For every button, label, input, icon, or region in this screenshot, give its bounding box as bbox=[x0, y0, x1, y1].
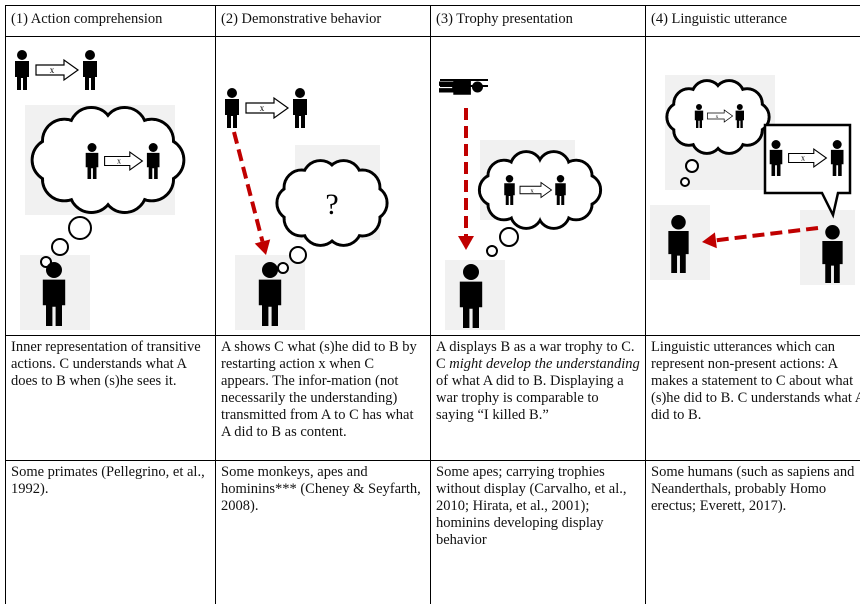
examples: Some monkeys, apes and hominins*** (Chen… bbox=[215, 460, 431, 604]
column-heading: (2) Demonstrative behavior bbox=[215, 5, 431, 37]
action-label: x bbox=[50, 65, 55, 75]
arrow-head bbox=[458, 236, 474, 250]
thought-cloud bbox=[30, 105, 186, 215]
thought-cloud bbox=[275, 159, 389, 247]
examples: Some humans (such as sapiens and Neander… bbox=[645, 460, 860, 604]
action-arrow bbox=[104, 150, 144, 172]
thought-bubble bbox=[277, 262, 289, 274]
thought-bubble bbox=[51, 238, 69, 256]
dashed-arrow bbox=[232, 131, 265, 242]
action-label: x bbox=[716, 114, 719, 120]
person-icon bbox=[225, 88, 239, 128]
header-row: (1) Action comprehension (2) Demonstrati… bbox=[5, 5, 860, 37]
column-heading: (4) Linguistic utterance bbox=[645, 5, 860, 37]
action-group: x bbox=[8, 46, 104, 96]
description: Linguistic utterances which can represen… bbox=[645, 335, 860, 461]
description-text: A displays B as a war trophy to C. C bbox=[436, 339, 635, 372]
arrow-head bbox=[702, 232, 717, 249]
thought-cloud bbox=[665, 79, 771, 155]
column-heading: (1) Action comprehension bbox=[5, 5, 216, 37]
arrow-head bbox=[254, 239, 271, 255]
cloud-fill bbox=[294, 176, 370, 230]
action-group: x bbox=[225, 88, 307, 128]
thought-bubble bbox=[499, 227, 519, 247]
examples: Some apes; carrying trophies without dis… bbox=[430, 460, 646, 604]
action-arrow bbox=[707, 109, 734, 123]
action-label: x bbox=[801, 154, 805, 163]
action-group: x bbox=[769, 140, 844, 176]
description-row: Inner representation of transitive actio… bbox=[5, 335, 860, 461]
person-icon bbox=[293, 88, 307, 128]
description: A displays B as a war trophy to C. C mig… bbox=[430, 335, 646, 461]
action-group: x bbox=[85, 143, 160, 179]
action-arrow bbox=[245, 96, 290, 120]
action-label: x bbox=[530, 187, 534, 194]
thought-bubble bbox=[289, 246, 307, 264]
action-label: x bbox=[260, 103, 265, 113]
thought-bubble bbox=[685, 159, 699, 173]
description: Inner representation of transitive actio… bbox=[5, 335, 216, 461]
thought-bubble bbox=[486, 245, 498, 257]
examples: Some primates (Pellegrino, et al., 1992)… bbox=[5, 460, 216, 604]
action-group: x bbox=[504, 175, 566, 205]
action-group: x bbox=[694, 104, 744, 128]
action-arrow bbox=[35, 58, 80, 82]
examples-row: Some primates (Pellegrino, et al., 1992)… bbox=[5, 460, 860, 604]
action-arrow bbox=[519, 181, 553, 199]
action-label: x bbox=[117, 157, 121, 166]
thought-bubble bbox=[68, 216, 92, 240]
thought-bubble bbox=[680, 177, 690, 187]
action-arrow bbox=[788, 147, 828, 169]
description-emphasis: might develop the understanding bbox=[449, 356, 640, 372]
speech-bubble bbox=[763, 123, 852, 219]
question-mark: ? bbox=[325, 188, 338, 221]
description-text: of what A did to B. Displaying a war tro… bbox=[436, 373, 624, 423]
